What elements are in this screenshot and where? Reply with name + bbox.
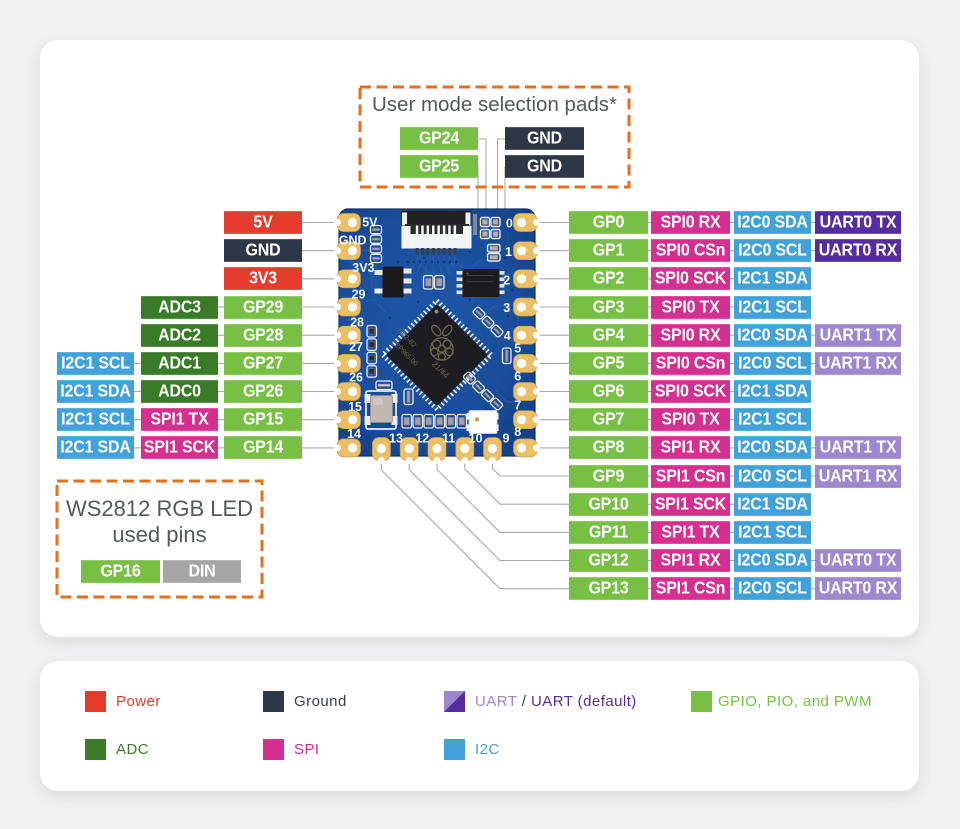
svg-text:15: 15 [348,400,362,414]
svg-text:12: 12 [415,432,429,446]
svg-text:7: 7 [514,399,521,413]
svg-text:9: 9 [503,432,510,446]
svg-text:2: 2 [503,273,510,287]
svg-text:28: 28 [350,315,364,329]
svg-text:13: 13 [389,432,403,446]
svg-text:27: 27 [349,340,363,354]
svg-text:8: 8 [514,425,521,439]
svg-text:29: 29 [352,287,366,301]
svg-text:5V: 5V [362,216,378,230]
svg-text:5: 5 [514,341,521,355]
svg-text:1: 1 [505,245,512,259]
svg-text:14: 14 [347,427,361,441]
svg-text:0: 0 [506,217,513,231]
svg-text:3V3: 3V3 [352,261,374,275]
svg-text:4: 4 [504,329,511,343]
svg-text:3: 3 [503,301,510,315]
svg-text:11: 11 [442,432,455,446]
svg-text:10: 10 [469,432,483,446]
svg-text:GND: GND [339,233,367,247]
svg-text:26: 26 [349,371,363,385]
svg-text:6: 6 [514,369,521,383]
